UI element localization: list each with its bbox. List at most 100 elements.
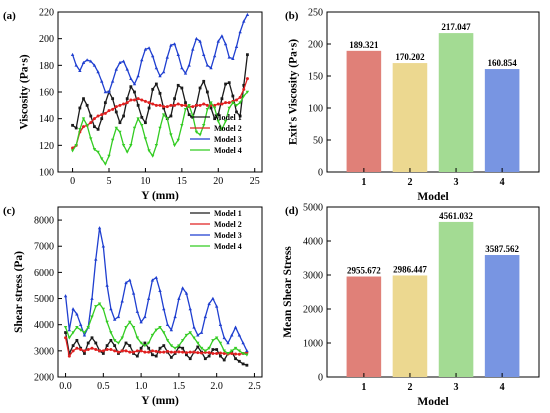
a-data-point (71, 123, 74, 127)
c-data-point (184, 351, 188, 355)
d-xtick-label: 3 (454, 382, 459, 393)
a-data-point (118, 130, 122, 134)
a-data-point (231, 94, 235, 98)
a-ytick-label: 220 (39, 8, 54, 19)
a-data-point (183, 108, 188, 112)
c-data-point (158, 350, 162, 354)
b-xtick-label: 2 (407, 177, 412, 188)
a-data-point (180, 103, 184, 107)
a-data-point (74, 63, 78, 67)
c-data-point (237, 359, 241, 363)
a-data-point (118, 121, 122, 125)
c-data-point (116, 341, 121, 345)
c-data-point (71, 344, 75, 348)
c-plot-frame (57, 206, 263, 378)
a-data-point (143, 47, 148, 51)
c-data-point (211, 351, 215, 355)
a-data-point (202, 52, 206, 56)
c-data-point (67, 328, 72, 332)
c-xlabel: Y (mm) (141, 395, 179, 407)
c-data-point (180, 286, 185, 290)
c-data-point (124, 281, 128, 285)
c-data-point (150, 349, 154, 353)
a-data-point (238, 95, 242, 99)
c-xtick-label: 2.5 (248, 381, 261, 392)
a-data-point (216, 113, 220, 117)
c-data-point (154, 354, 158, 358)
c-data-point (132, 350, 136, 354)
a-data-point (224, 101, 228, 105)
a-data-point (154, 82, 158, 86)
c-data-point (188, 307, 192, 311)
a-data-point (158, 74, 162, 78)
c-data-point (196, 333, 200, 337)
c-data-point (192, 350, 196, 354)
a-data-point (103, 101, 107, 105)
a-data-point (147, 106, 151, 110)
c-data-point (207, 351, 211, 355)
c-data-point (237, 333, 242, 337)
c-legend-label: Model 2 (214, 220, 242, 229)
a-data-point (107, 154, 111, 158)
c-data-point (222, 351, 226, 355)
a-data-point (205, 108, 210, 112)
a-data-point (165, 55, 169, 59)
a-legend-label: Model 2 (214, 124, 242, 133)
a-data-point (223, 120, 228, 124)
b-ytick-label: 100 (308, 104, 323, 115)
c-data-point (63, 294, 68, 298)
c-data-point (120, 349, 124, 353)
d-ytick-label: 5000 (303, 203, 323, 214)
a-data-point (129, 85, 133, 89)
a-legend-label: Model 1 (214, 113, 242, 122)
c-data-point (109, 338, 113, 342)
c-data-point (112, 317, 117, 321)
a-data-point (118, 103, 122, 107)
a-data-point (100, 117, 104, 121)
a-data-point (169, 114, 173, 118)
d-ytick-label: 1000 (303, 339, 323, 350)
a-series-line (71, 14, 248, 93)
a-data-point (147, 46, 151, 50)
c-data-point (154, 328, 158, 332)
c-legend: Model 1 Model 2 Model 3 Model 4 (190, 209, 242, 251)
c-data-point (139, 346, 143, 350)
a-data-point (111, 107, 115, 111)
a-data-point (154, 103, 158, 107)
a-xtick-label: 10 (140, 176, 150, 187)
a-data-point (143, 99, 147, 103)
c-data-point (71, 331, 75, 335)
a-data-point (92, 148, 97, 152)
a-data-point (184, 103, 187, 107)
c-data-point (82, 333, 87, 337)
d-bar-3 (438, 221, 474, 377)
a-data-point (114, 110, 118, 114)
a-data-point (110, 79, 115, 83)
d-bar-value-label: 4561.032 (439, 211, 473, 221)
a-data-point (114, 105, 118, 109)
d-xtick-label: 4 (500, 382, 505, 393)
a-xlabel: Y (mm) (141, 190, 179, 202)
c-data-point (218, 351, 222, 355)
a-data-point (125, 150, 129, 154)
d-xtick-label: 2 (407, 382, 412, 393)
c-data-point (82, 349, 86, 353)
b-bar-3 (438, 33, 474, 172)
c-data-point (214, 304, 219, 308)
c-data-point (98, 349, 102, 353)
a-data-point (205, 63, 210, 67)
a-legend: Model 1 Model 2 Model 3 Model 4 (190, 113, 242, 155)
a-xtick-label: 15 (177, 176, 187, 187)
a-data-point (125, 67, 129, 71)
a-data-point (136, 117, 140, 121)
a-data-point (205, 90, 209, 94)
c-data-point (128, 350, 132, 354)
c-data-point (63, 326, 68, 330)
a-data-point (224, 82, 227, 86)
c-xtick-label: 2.0 (210, 381, 223, 392)
c-data-point (158, 326, 162, 330)
c-data-point (64, 336, 68, 340)
c-data-point (219, 354, 222, 358)
c-data-point (139, 341, 143, 345)
